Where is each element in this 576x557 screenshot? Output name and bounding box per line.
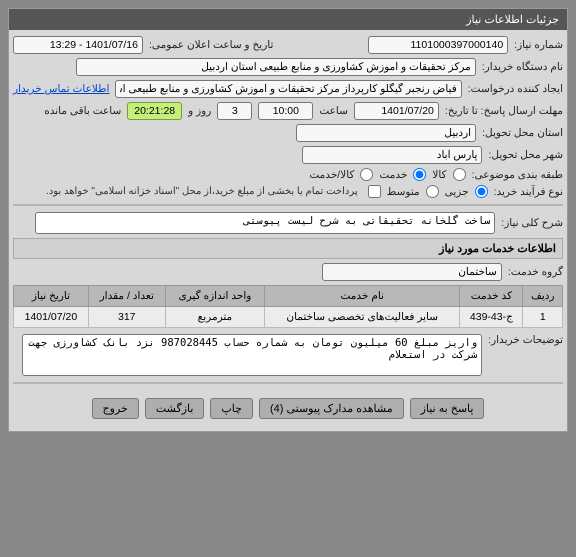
class-service: خدمت xyxy=(379,169,407,181)
th-4: تعداد / مقدار xyxy=(88,286,165,307)
class-service-radio[interactable] xyxy=(413,168,426,181)
details-panel: جزئیات اطلاعات نیاز شماره نیاز: تاریخ و … xyxy=(8,8,568,432)
services-header: اطلاعات خدمات مورد نیاز xyxy=(13,238,563,259)
desc-text[interactable] xyxy=(35,212,495,234)
th-3: واحد اندازه گیری xyxy=(165,286,264,307)
creator-field xyxy=(115,80,461,98)
deadline-label: مهلت ارسال پاسخ: تا تاریخ: xyxy=(445,105,563,117)
contact-link[interactable]: اطلاعات تماس خریدار xyxy=(13,83,109,95)
usage-medium: متوسط xyxy=(387,186,420,198)
td-3: مترمربع xyxy=(165,307,264,328)
timer: 20:21:28 xyxy=(127,102,182,120)
class-kala: کالا xyxy=(432,169,446,181)
usage-minor-radio[interactable] xyxy=(475,185,488,198)
button-bar: پاسخ به نیاز مشاهده مدارک پیوستی (4) چاپ… xyxy=(13,390,563,425)
need-no-label: شماره نیاز: xyxy=(514,39,563,51)
buyer-note-label: توضیحات خریدار: xyxy=(488,334,563,346)
pay-note: پرداخت تمام یا بخشی از مبلغ خرید،از محل … xyxy=(46,186,358,197)
services-table: ردیف کد خدمت نام خدمت واحد اندازه گیری ت… xyxy=(13,285,563,328)
deadline-time xyxy=(258,102,313,120)
desc-label: شرح کلی نیاز: xyxy=(501,217,563,229)
th-5: تاریخ نیاز xyxy=(14,286,89,307)
class-both: کالا/خدمت xyxy=(309,169,354,181)
city-field xyxy=(302,146,482,164)
separator-2 xyxy=(13,382,563,384)
th-1: کد خدمت xyxy=(460,286,523,307)
announce-field xyxy=(13,36,143,54)
th-0: ردیف xyxy=(523,286,563,307)
group-field xyxy=(322,263,502,281)
th-2: نام خدمت xyxy=(265,286,460,307)
class-both-radio[interactable] xyxy=(360,168,373,181)
province-field xyxy=(296,124,476,142)
usage-medium-radio[interactable] xyxy=(426,185,439,198)
org-label: نام دستگاه خریدار: xyxy=(482,61,563,73)
time-label: ساعت xyxy=(319,105,348,117)
usage-minor: جزیی xyxy=(445,186,469,198)
td-5: 1401/07/20 xyxy=(14,307,89,328)
deadline-date xyxy=(354,102,439,120)
print-button[interactable]: چاپ xyxy=(210,398,253,419)
province-label: استان محل تحویل: xyxy=(482,127,563,139)
td-2: سایر فعالیت‌های تخصصی ساختمان xyxy=(265,307,460,328)
creator-label: ایجاد کننده درخواست: xyxy=(468,83,563,95)
remain-label: ساعت باقی مانده xyxy=(44,105,121,117)
td-0: 1 xyxy=(523,307,563,328)
panel-title: جزئیات اطلاعات نیاز xyxy=(9,9,567,30)
need-no-field xyxy=(368,36,508,54)
td-1: ج-43-439 xyxy=(460,307,523,328)
org-field xyxy=(76,58,476,76)
class-label: طبقه بندی موضوعی: xyxy=(472,169,563,181)
buyer-note-text[interactable] xyxy=(22,334,482,376)
attach-button[interactable]: مشاهده مدارک پیوستی (4) xyxy=(259,398,404,419)
panel-body: شماره نیاز: تاریخ و ساعت اعلان عمومی: نا… xyxy=(9,30,567,431)
treasury-check[interactable] xyxy=(368,185,381,198)
usage-label: نوع فرآیند خرید: xyxy=(494,186,563,198)
separator-1 xyxy=(13,204,563,206)
reply-button[interactable]: پاسخ به نیاز xyxy=(410,398,485,419)
announce-label: تاریخ و ساعت اعلان عمومی: xyxy=(149,39,273,51)
exit-button[interactable]: خروج xyxy=(92,398,139,419)
class-kala-radio[interactable] xyxy=(453,168,466,181)
back-button[interactable]: بازگشت xyxy=(145,398,205,419)
days-field xyxy=(217,102,252,120)
td-4: 317 xyxy=(88,307,165,328)
days-label: روز و xyxy=(188,105,211,117)
city-label: شهر محل تحویل: xyxy=(488,149,563,161)
group-label: گروه خدمت: xyxy=(508,266,563,278)
table-row: 1 ج-43-439 سایر فعالیت‌های تخصصی ساختمان… xyxy=(14,307,563,328)
